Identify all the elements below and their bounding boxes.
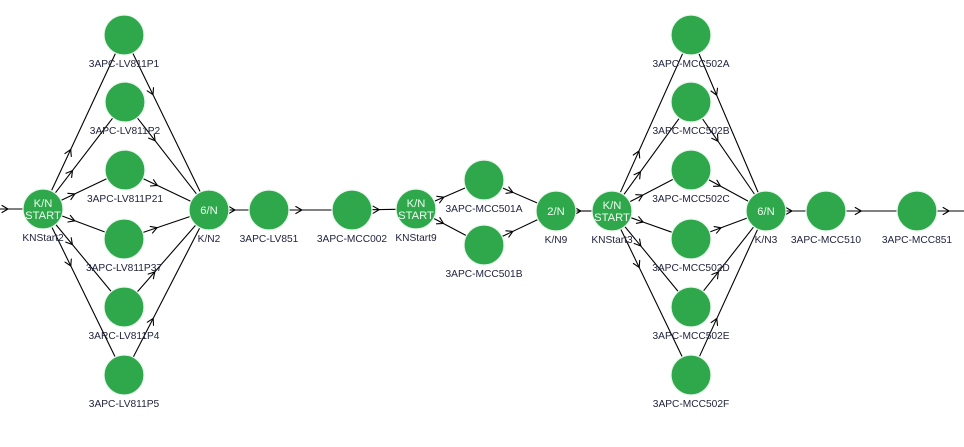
svg-text:3APC-MCC510: 3APC-MCC510 <box>791 235 862 246</box>
svg-text:2/N: 2/N <box>547 206 564 218</box>
svg-text:3APC-MCC502A: 3APC-MCC502A <box>653 59 730 70</box>
svg-text:START: START <box>398 210 434 222</box>
svg-text:3APC-MCC502D: 3APC-MCC502D <box>652 263 730 274</box>
svg-text:START: START <box>25 210 61 222</box>
svg-text:K/N2: K/N2 <box>198 234 221 245</box>
svg-text:3APC-LV811P1: 3APC-LV811P1 <box>89 59 160 70</box>
svg-text:3APC-MCC502E: 3APC-MCC502E <box>653 331 730 342</box>
svg-text:3APC-MCC501A: 3APC-MCC501A <box>446 204 523 215</box>
svg-text:3APC-MCC502C: 3APC-MCC502C <box>652 194 730 205</box>
svg-text:K/N3: K/N3 <box>755 235 778 246</box>
svg-text:3APC-LV811P2: 3APC-LV811P2 <box>90 126 161 137</box>
svg-text:K/N9: K/N9 <box>545 235 568 246</box>
svg-text:3APC-MCC851: 3APC-MCC851 <box>882 235 953 246</box>
svg-text:6/N: 6/N <box>757 206 774 218</box>
svg-text:KNStart9: KNStart9 <box>395 233 437 244</box>
svg-text:K/N: K/N <box>34 198 53 210</box>
svg-text:3APC-MCC002: 3APC-MCC002 <box>317 234 388 245</box>
svg-text:3APC-MCC502B: 3APC-MCC502B <box>653 126 730 137</box>
svg-text:3APC-LV811P21: 3APC-LV811P21 <box>87 194 163 205</box>
svg-text:KNStart2: KNStart2 <box>22 233 64 244</box>
svg-text:START: START <box>594 212 630 224</box>
svg-text:3APC-LV811P37: 3APC-LV811P37 <box>86 263 162 274</box>
svg-text:KNStart3: KNStart3 <box>591 235 633 246</box>
svg-text:3APC-LV811P5: 3APC-LV811P5 <box>89 399 160 410</box>
svg-text:3APC-MCC502F: 3APC-MCC502F <box>653 399 729 410</box>
svg-text:3ARC-LV811P4: 3ARC-LV811P4 <box>89 331 160 342</box>
svg-text:K/N: K/N <box>603 200 622 212</box>
svg-text:3APC-LV851: 3APC-LV851 <box>240 234 299 245</box>
svg-text:3APC-MCC501B: 3APC-MCC501B <box>446 269 523 280</box>
svg-text:6/N: 6/N <box>200 205 217 217</box>
svg-text:K/N: K/N <box>407 198 426 210</box>
